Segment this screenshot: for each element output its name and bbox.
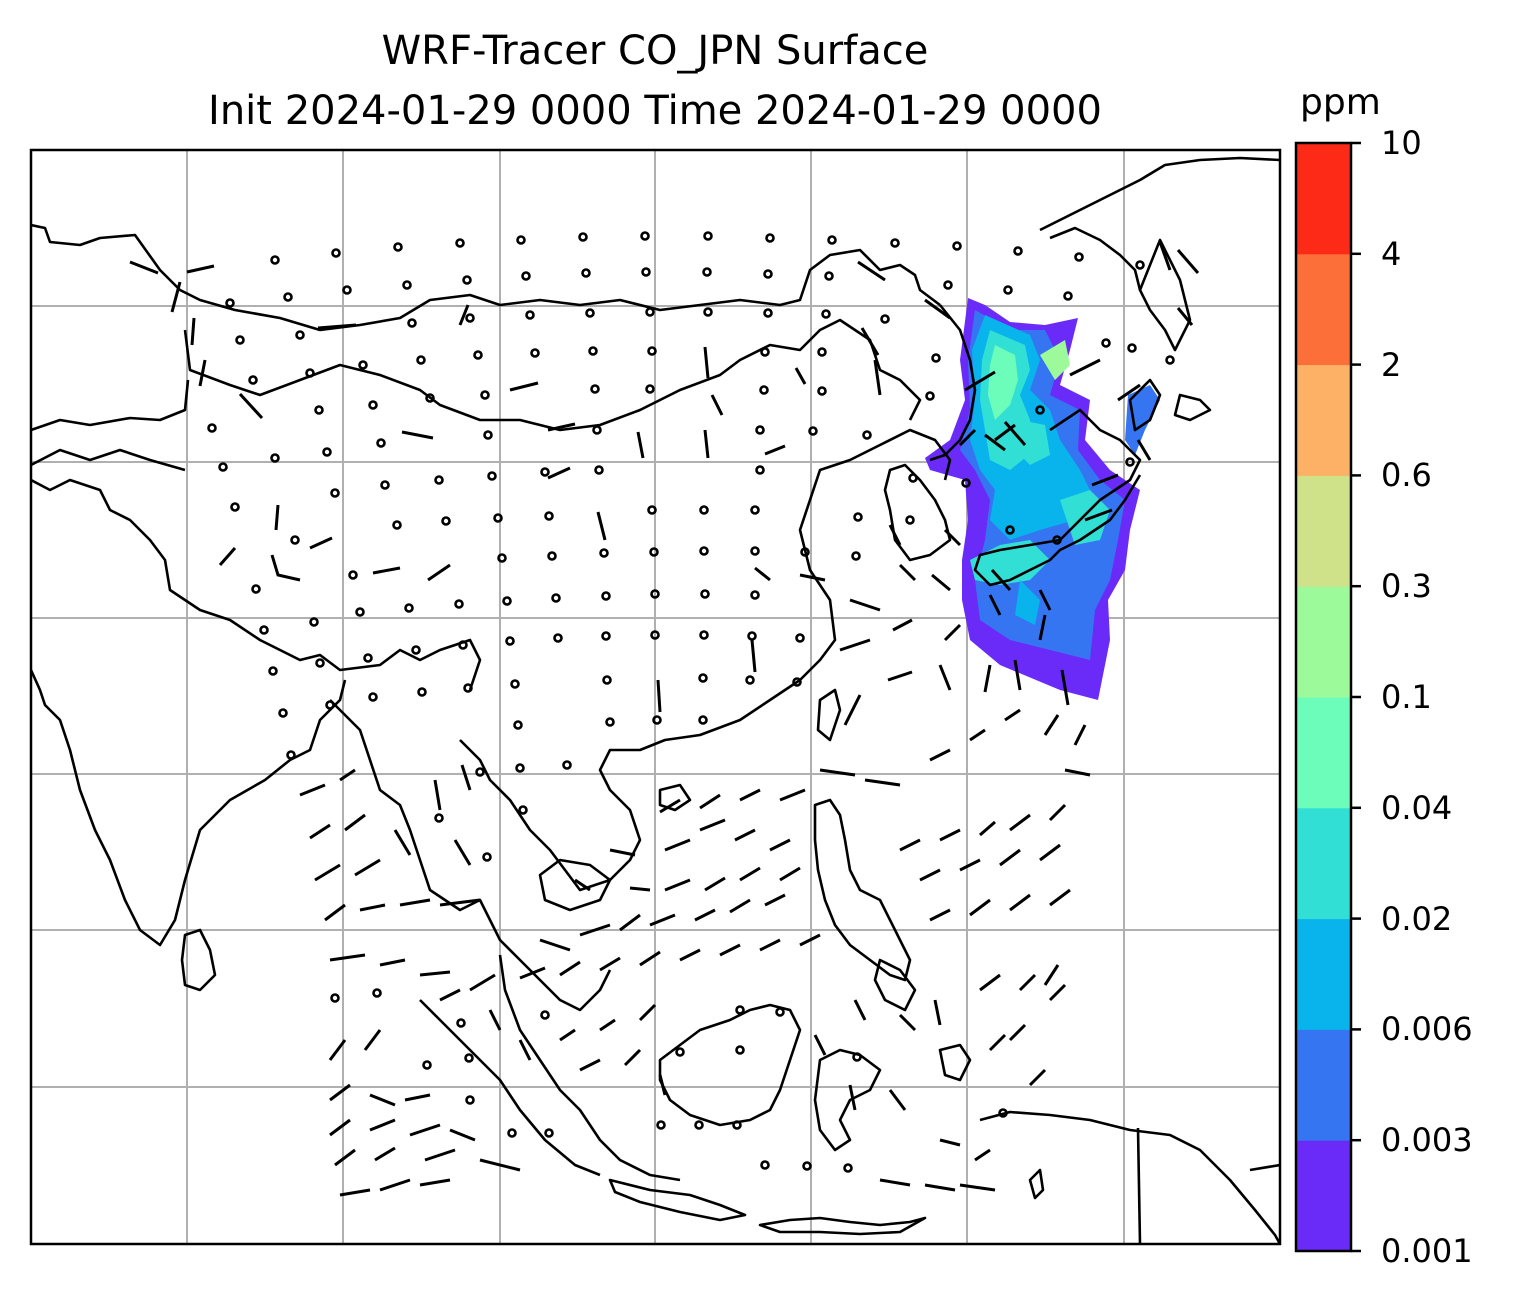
wind-barbs-north: [129, 241, 1200, 713]
colorbar-segment: [1296, 143, 1351, 255]
colorbar-tick-label: 0.003: [1381, 1121, 1473, 1160]
colorbar-segment: [1296, 364, 1351, 476]
wind-barbs: [129, 231, 1200, 1197]
colorbar-tick-label: 0.006: [1381, 1010, 1473, 1049]
map-title-line-1: WRF-Tracer CO_JPN Surface: [381, 28, 929, 74]
colorbar-segment: [1296, 1029, 1351, 1141]
calm-wind-markers: [207, 231, 1175, 1173]
colorbar-segment: [1296, 253, 1351, 366]
colorbar-tick-label: 0.6: [1381, 456, 1432, 495]
colorbar-segment: [1296, 697, 1351, 809]
colorbar-unit-label: ppm: [1300, 82, 1381, 123]
wind-barbs-east: [819, 358, 1152, 787]
wind-barbs-south: [299, 764, 1071, 1197]
map-border: [29, 148, 1282, 1246]
colorbar-tick-label: 0.02: [1381, 899, 1453, 938]
colorbar-segment: [1296, 918, 1351, 1030]
co-tracer-plume: [925, 298, 1160, 700]
colorbar-tick-label: 0.1: [1381, 678, 1432, 716]
colorbar-tick-label: 10: [1381, 124, 1422, 162]
colorbar: [1294, 141, 1361, 1253]
colorbar-tick-label: 4: [1381, 234, 1402, 273]
colorbar-tick-label: 0.04: [1381, 788, 1453, 827]
colorbar-segment: [1296, 807, 1351, 920]
colorbar-tick-label: 2: [1381, 345, 1402, 384]
colorbar-segment: [1296, 1140, 1351, 1252]
map-title-line-2: Init 2024-01-29 0000 Time 2024-01-29 000…: [208, 88, 1102, 134]
colorbar-tick-label: 0.3: [1381, 567, 1432, 606]
colorbar-segment: [1296, 586, 1351, 698]
colorbar-segment: [1296, 475, 1351, 587]
coastlines: [31, 156, 1280, 1244]
colorbar-tick-label: 0.001: [1381, 1232, 1473, 1270]
